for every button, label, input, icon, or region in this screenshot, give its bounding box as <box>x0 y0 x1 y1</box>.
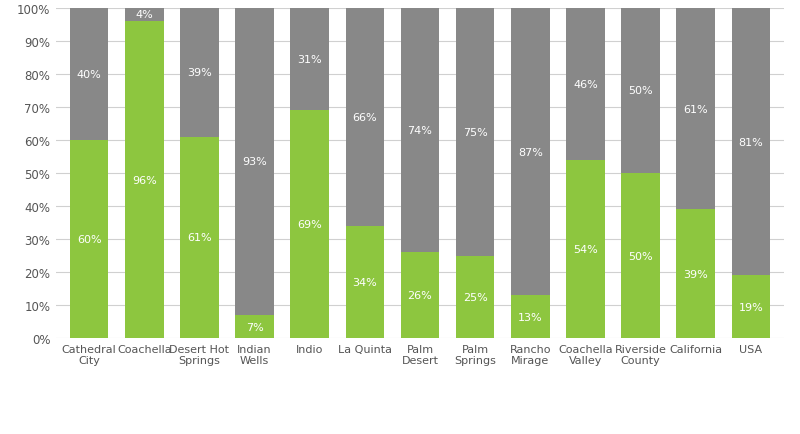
Bar <box>290 9 329 111</box>
Bar <box>622 174 660 339</box>
Text: 7%: 7% <box>246 322 263 332</box>
Bar <box>125 22 163 339</box>
Text: 87%: 87% <box>518 147 542 157</box>
Text: 54%: 54% <box>573 244 598 254</box>
Bar <box>235 316 274 339</box>
Bar <box>456 9 494 256</box>
Bar <box>235 9 274 316</box>
Bar <box>511 296 550 339</box>
Bar <box>346 9 384 227</box>
Text: 34%: 34% <box>353 277 378 287</box>
Bar <box>401 253 439 339</box>
Text: 93%: 93% <box>242 157 267 167</box>
Bar <box>290 111 329 339</box>
Text: 69%: 69% <box>298 220 322 230</box>
Bar <box>732 9 770 276</box>
Text: 13%: 13% <box>518 312 542 322</box>
Bar <box>401 9 439 253</box>
Bar <box>566 161 605 339</box>
Bar <box>456 256 494 339</box>
Bar <box>622 9 660 174</box>
Bar <box>70 141 108 339</box>
Text: 61%: 61% <box>187 233 212 243</box>
Text: 4%: 4% <box>135 10 153 20</box>
Bar <box>180 9 218 137</box>
Text: 74%: 74% <box>407 126 433 136</box>
Text: 60%: 60% <box>77 235 102 244</box>
Text: 39%: 39% <box>187 68 212 78</box>
Text: 81%: 81% <box>738 137 763 147</box>
Text: 25%: 25% <box>462 293 487 302</box>
Text: 96%: 96% <box>132 175 157 185</box>
Bar <box>677 210 715 339</box>
Text: 40%: 40% <box>77 70 102 79</box>
Text: 46%: 46% <box>573 79 598 89</box>
Text: 61%: 61% <box>683 104 708 114</box>
Legend: Hispanic Population, Non-Hispanic Population: Hispanic Population, Non-Hispanic Popula… <box>230 431 610 434</box>
Bar <box>70 9 108 141</box>
Text: 66%: 66% <box>353 112 377 122</box>
Text: 75%: 75% <box>462 128 487 137</box>
Text: 50%: 50% <box>628 251 653 261</box>
Bar <box>732 276 770 339</box>
Bar <box>180 137 218 339</box>
Bar <box>511 9 550 296</box>
Text: 19%: 19% <box>738 302 763 312</box>
Text: 31%: 31% <box>298 55 322 65</box>
Text: 50%: 50% <box>628 86 653 96</box>
Text: 26%: 26% <box>408 291 432 301</box>
Text: 39%: 39% <box>683 269 708 279</box>
Bar <box>346 227 384 339</box>
Bar <box>677 9 715 210</box>
Bar <box>125 9 163 22</box>
Bar <box>566 9 605 161</box>
